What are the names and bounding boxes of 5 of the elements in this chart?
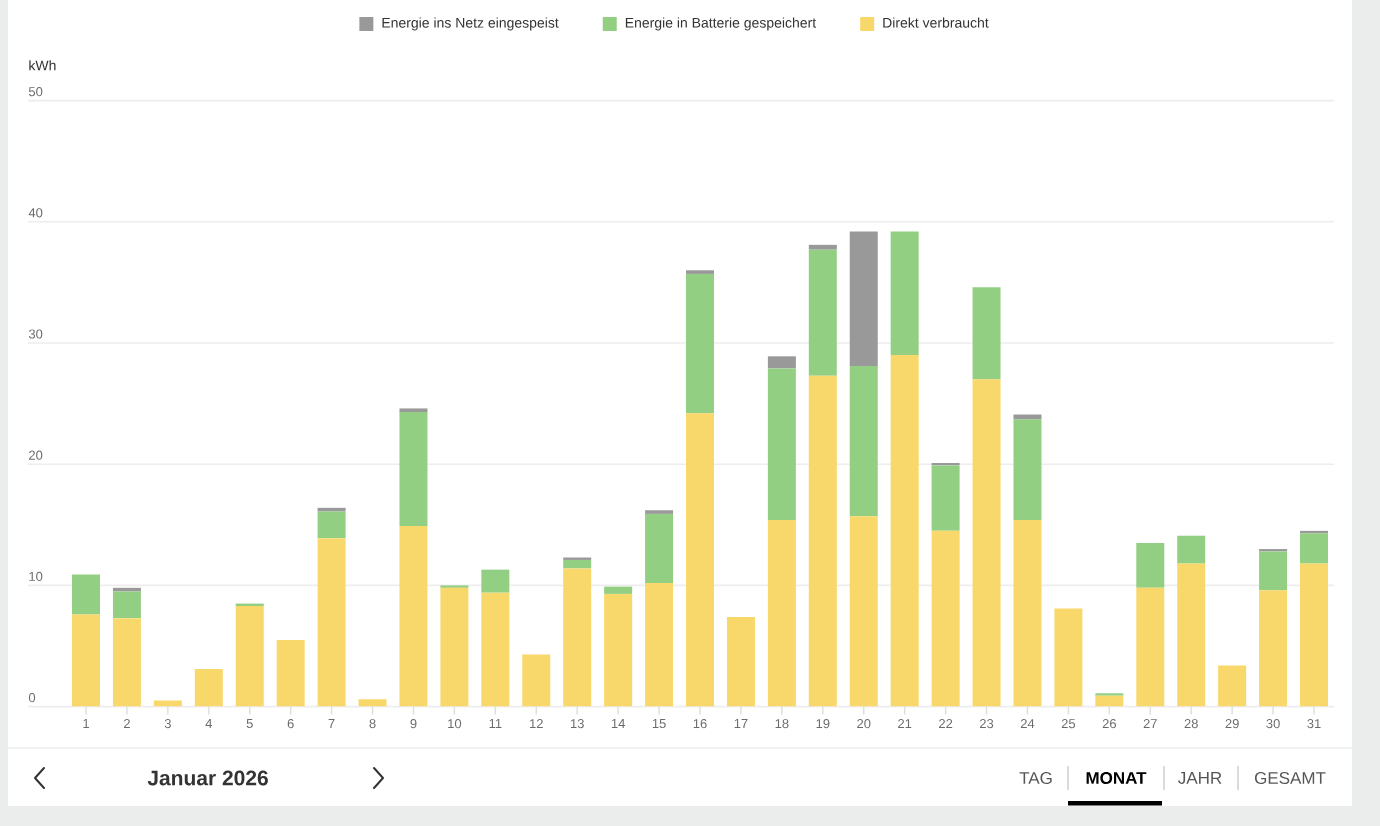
text: Januar 2026: [147, 770, 268, 786]
text: JAHR: [1178, 772, 1222, 784]
text: TAG: [1019, 771, 1052, 785]
text: MONAT: [1086, 771, 1147, 785]
text: GESAMT: [1254, 771, 1326, 785]
